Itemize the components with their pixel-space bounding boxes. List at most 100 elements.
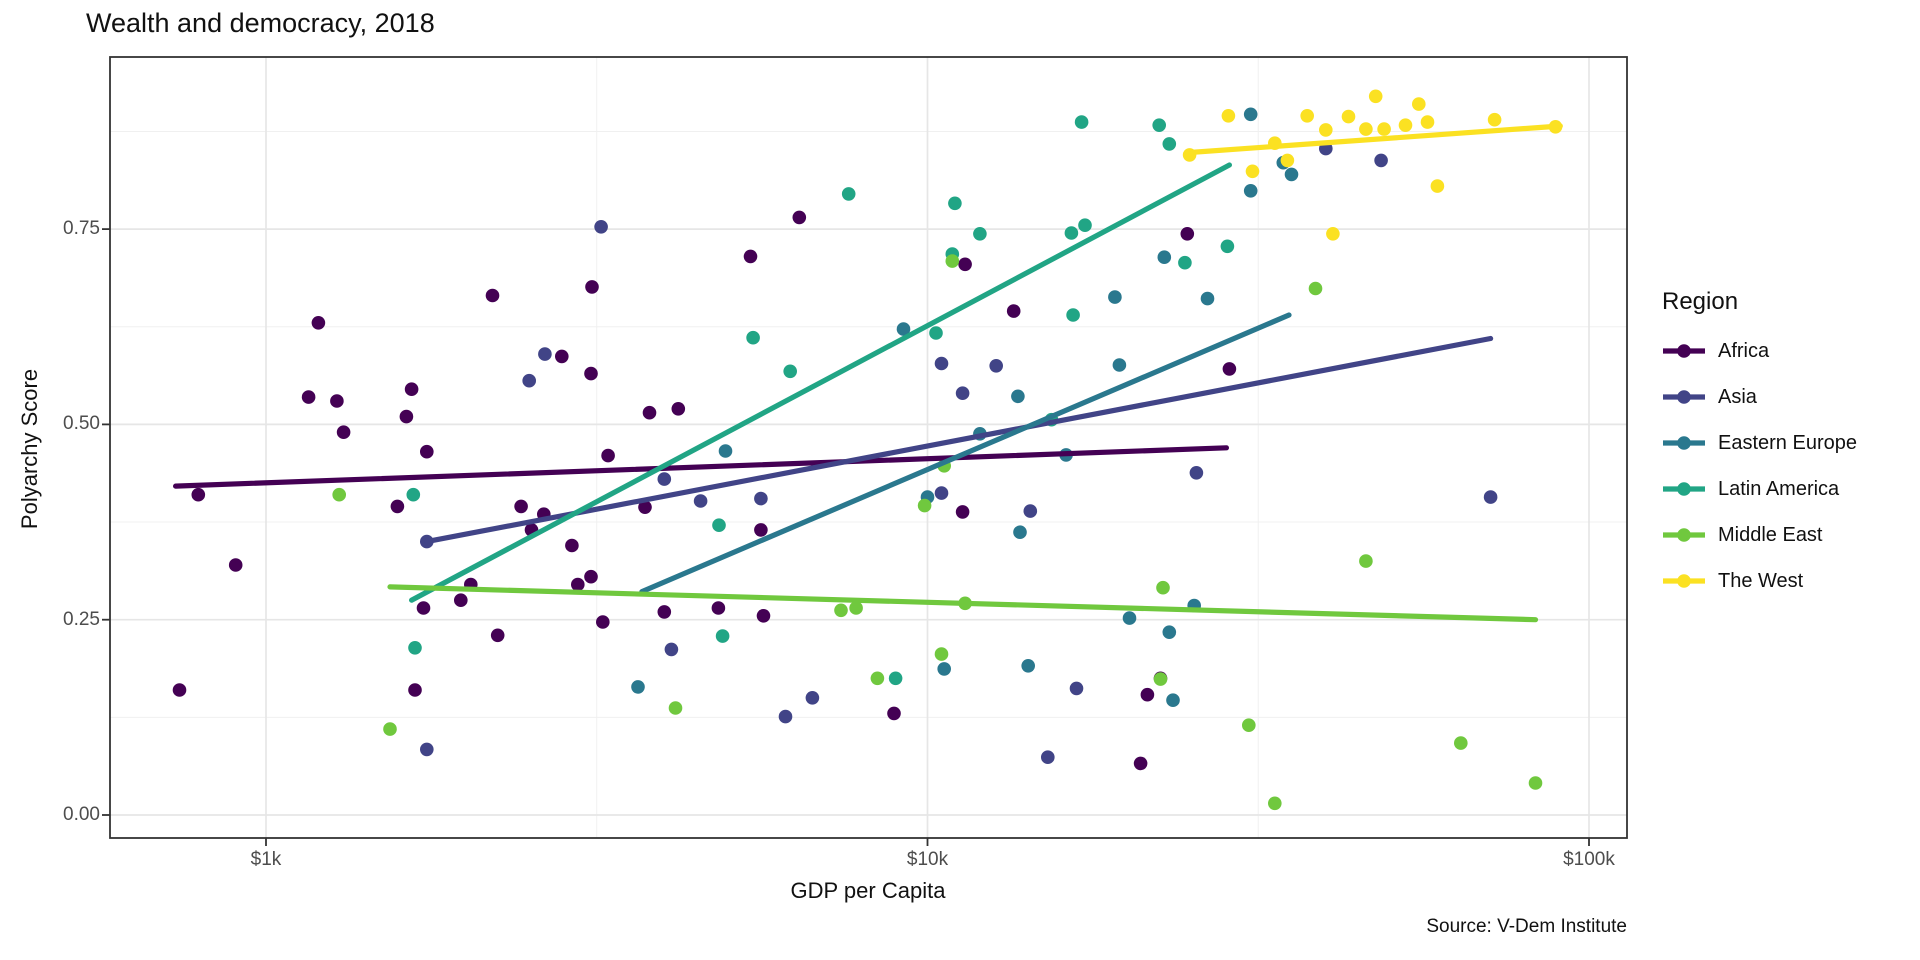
point-asia: [594, 220, 608, 234]
point-africa: [1180, 227, 1195, 241]
point-middle-east: [1454, 736, 1468, 750]
legend-key-icon: [1663, 390, 1705, 404]
trend-eastern-europe: [639, 312, 1292, 595]
y-tick-label: 0.75: [63, 218, 100, 240]
point-latin-america: [948, 196, 962, 211]
point-eastern-europe: [896, 322, 911, 336]
legend-key-dot: [1677, 528, 1691, 542]
legend-key-dot: [1677, 390, 1691, 404]
point-asia: [955, 386, 970, 401]
point-asia: [989, 359, 1003, 373]
point-the-west: [1412, 97, 1426, 111]
point-africa: [671, 402, 686, 416]
point-the-west: [1319, 123, 1333, 137]
source-caption: Source: V-Dem Institute: [1426, 916, 1627, 937]
x-tick-label: $1k: [250, 849, 282, 870]
point-eastern-europe: [1243, 184, 1258, 198]
legend-key-dot: [1677, 436, 1691, 450]
point-africa: [596, 615, 610, 629]
point-eastern-europe: [1284, 167, 1299, 182]
point-middle-east: [849, 601, 863, 615]
point-latin-america: [1162, 137, 1177, 151]
point-asia: [693, 494, 708, 508]
point-eastern-europe: [1011, 389, 1025, 404]
point-eastern-europe: [1112, 358, 1127, 372]
point-middle-east: [917, 498, 932, 513]
point-africa: [1133, 756, 1148, 771]
point-africa: [416, 601, 431, 615]
point-africa: [399, 409, 414, 424]
trend-asia: [424, 335, 1494, 545]
point-the-west: [1245, 164, 1260, 179]
point-middle-east: [1156, 580, 1170, 595]
point-africa: [485, 288, 500, 303]
legend-key-icon: [1663, 574, 1705, 588]
point-latin-america: [1064, 226, 1079, 240]
x-tick-label: $10k: [906, 849, 949, 870]
legend-key-icon: [1663, 436, 1705, 450]
point-latin-america: [1220, 239, 1235, 254]
legend-key-dot: [1677, 574, 1691, 588]
legend-entry: Middle East: [1662, 512, 1920, 558]
point-africa: [565, 538, 579, 553]
legend-entry-label: The West: [1718, 569, 1804, 592]
point-asia: [1374, 153, 1388, 168]
point-africa: [887, 706, 901, 721]
point-latin-america: [715, 629, 730, 643]
point-middle-east: [1242, 718, 1256, 732]
trend-africa: [173, 445, 1230, 489]
point-latin-america: [1178, 255, 1192, 270]
point-asia: [754, 491, 768, 506]
point-latin-america: [929, 326, 943, 340]
point-eastern-europe: [1162, 625, 1177, 639]
point-middle-east: [870, 671, 885, 686]
point-asia: [805, 691, 820, 705]
point-middle-east: [1528, 776, 1543, 790]
point-africa: [792, 210, 807, 225]
y-tick-label: 0.25: [63, 608, 100, 630]
point-africa: [1140, 687, 1155, 702]
point-africa: [454, 593, 468, 607]
point-the-west: [1300, 109, 1314, 123]
point-the-west: [1377, 122, 1391, 136]
point-eastern-europe: [1200, 291, 1215, 306]
point-eastern-europe: [1013, 525, 1027, 539]
point-latin-america: [746, 330, 760, 345]
point-africa: [743, 249, 758, 264]
point-latin-america: [406, 487, 421, 502]
point-africa: [420, 444, 434, 459]
y-tick-label: 0.50: [63, 413, 100, 435]
point-the-west: [1326, 227, 1340, 241]
point-eastern-europe: [1243, 107, 1258, 122]
point-africa: [228, 558, 243, 572]
chart-title: Wealth and democracy, 2018: [86, 8, 435, 38]
point-africa: [711, 601, 726, 615]
legend-entry: The West: [1662, 558, 1920, 604]
point-asia: [1483, 490, 1498, 504]
point-africa: [601, 448, 615, 463]
point-latin-america: [1066, 308, 1080, 322]
point-middle-east: [1308, 281, 1323, 296]
point-middle-east: [934, 647, 949, 661]
point-middle-east: [332, 487, 347, 502]
point-africa: [336, 425, 351, 440]
legend-entry: Latin America: [1662, 466, 1920, 512]
point-the-west: [1368, 89, 1383, 104]
point-middle-east: [834, 603, 848, 618]
point-asia: [420, 742, 434, 757]
point-asia: [1069, 681, 1084, 696]
legend-entry-label: Africa: [1718, 339, 1770, 362]
point-asia: [664, 642, 679, 657]
point-africa: [408, 683, 422, 697]
point-africa: [756, 609, 771, 623]
point-eastern-europe: [1166, 693, 1180, 707]
legend-entry: Africa: [1662, 328, 1920, 374]
legend-entry-label: Eastern Europe: [1718, 431, 1857, 454]
y-tick-label: 0.00: [63, 804, 100, 825]
point-africa: [172, 683, 187, 697]
legend-entry-label: Latin America: [1718, 477, 1840, 500]
point-eastern-europe: [631, 680, 645, 694]
point-africa: [311, 316, 326, 330]
